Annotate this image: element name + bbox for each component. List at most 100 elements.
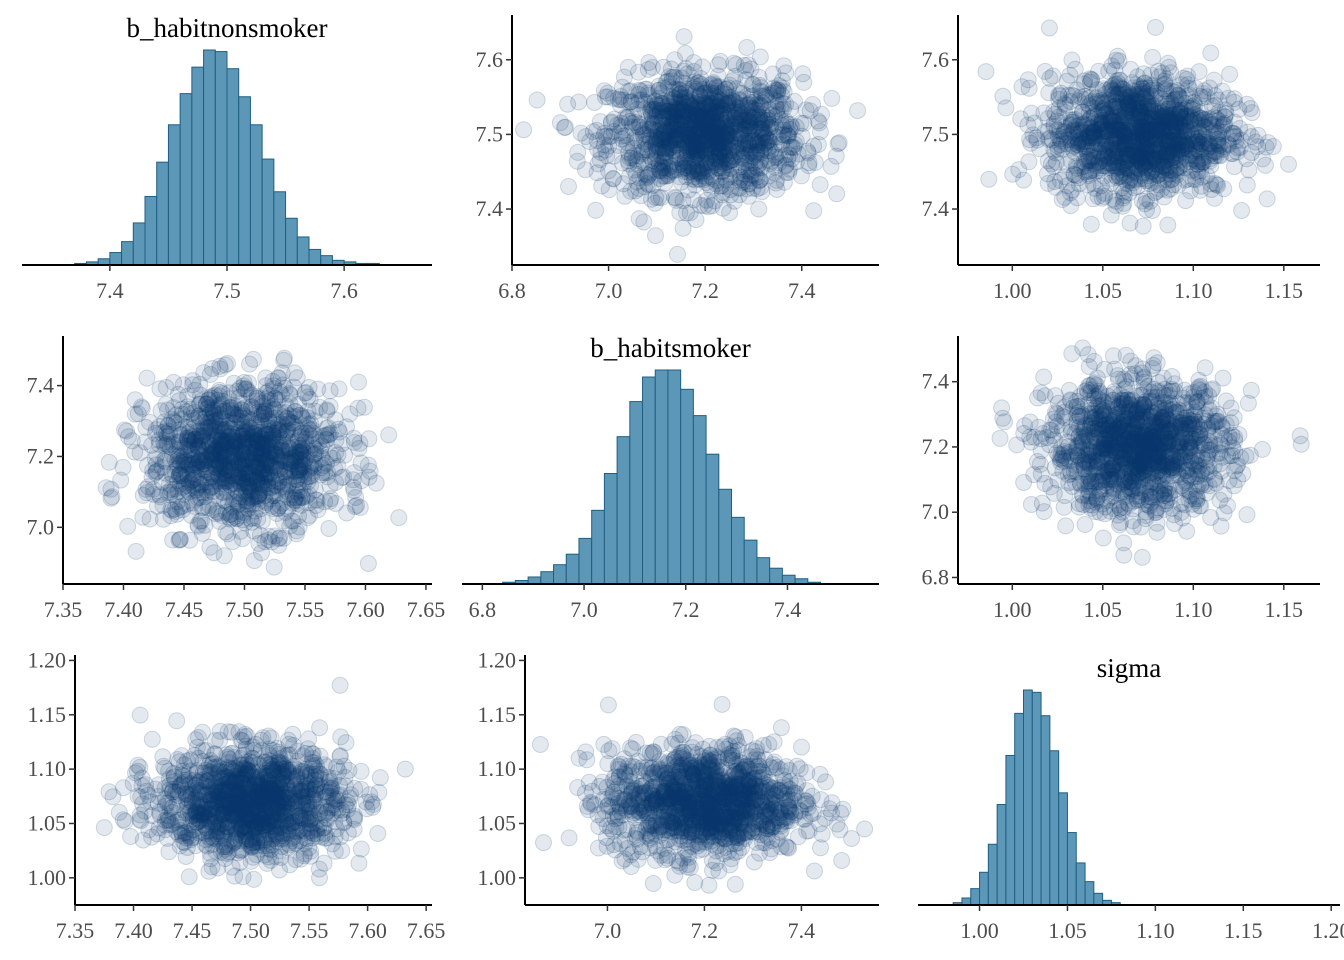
scatter-point xyxy=(733,134,751,152)
scatter-point xyxy=(787,132,805,150)
scatter-point xyxy=(667,107,685,125)
scatter-point xyxy=(1241,100,1259,117)
scatter-point xyxy=(659,102,677,120)
scatter-point xyxy=(1242,128,1260,146)
scatter-point xyxy=(748,105,766,123)
scatter-point xyxy=(1202,44,1220,62)
scatter-point xyxy=(697,154,715,172)
scatter-point xyxy=(652,114,670,132)
scatter-point xyxy=(651,121,669,138)
scatter-point xyxy=(182,506,200,524)
scatter-point xyxy=(682,118,700,135)
x-tick-label: 1.10 xyxy=(1174,278,1213,303)
histogram-bar xyxy=(191,66,205,266)
scatter-point xyxy=(635,213,653,231)
scatter-point xyxy=(710,146,728,164)
scatter-point xyxy=(208,439,226,457)
scatter-point xyxy=(702,76,720,94)
scatter-point xyxy=(244,350,262,368)
scatter-point xyxy=(686,152,704,170)
scatter-point xyxy=(731,186,748,204)
scatter-point xyxy=(706,120,724,137)
scatter-point xyxy=(730,116,748,134)
scatter-point xyxy=(750,99,768,116)
scatter-point xyxy=(1110,52,1128,70)
scatter-point xyxy=(556,118,574,136)
scatter-point xyxy=(646,194,664,212)
scatter-point xyxy=(735,56,753,74)
scatter-point xyxy=(683,163,701,181)
scatter-point xyxy=(290,507,308,525)
scatter-point xyxy=(718,122,735,140)
scatter-point xyxy=(643,190,660,208)
scatter-point xyxy=(380,426,398,444)
histogram-bar xyxy=(629,401,644,585)
scatter-point xyxy=(701,132,719,150)
scatter-point xyxy=(691,98,709,116)
scatter-point xyxy=(735,149,752,167)
scatter-point xyxy=(1082,215,1100,233)
scatter-point xyxy=(691,142,709,160)
scatter-point xyxy=(515,121,533,139)
scatter-point xyxy=(693,100,711,117)
scatter-point xyxy=(1201,152,1219,170)
scatter-point xyxy=(711,155,729,173)
scatter-point xyxy=(809,136,827,153)
scatter-point xyxy=(722,134,740,152)
scatter-point xyxy=(697,132,714,149)
scatter-point xyxy=(709,103,727,121)
scatter-point xyxy=(112,471,130,489)
scatter-point xyxy=(341,405,359,423)
scatter-point xyxy=(686,94,704,112)
scatter-point xyxy=(642,131,660,148)
histogram-bar xyxy=(781,574,796,585)
scatter-point xyxy=(1063,345,1081,363)
scatter-point xyxy=(631,118,648,136)
scatter-point xyxy=(700,84,718,102)
scatter-point xyxy=(1206,87,1224,105)
scatter-point xyxy=(715,138,733,156)
scatter-point xyxy=(1148,523,1166,541)
scatter-point xyxy=(355,398,373,416)
x-tick-label: 1.15 xyxy=(1265,278,1304,303)
scatter-point xyxy=(702,158,720,176)
scatter-point xyxy=(665,120,683,138)
scatter-point xyxy=(823,89,841,107)
scatter-point xyxy=(721,168,739,186)
scatter-point xyxy=(1073,158,1091,176)
scatter-point xyxy=(696,197,714,215)
scatter-point xyxy=(742,122,760,140)
scatter-point xyxy=(751,48,769,66)
scatter-point xyxy=(1035,368,1053,386)
scatter-point xyxy=(598,147,616,165)
scatter-point xyxy=(748,143,766,161)
scatter-point xyxy=(750,155,768,173)
scatter-point xyxy=(344,478,362,496)
scatter-point xyxy=(1233,202,1251,219)
x-tick-label: 7.0 xyxy=(595,278,623,303)
scatter-point xyxy=(708,98,726,116)
scatter-point xyxy=(708,100,726,118)
x-tick-label: 7.2 xyxy=(672,597,700,622)
scatter-point xyxy=(734,97,752,115)
scatter-point xyxy=(718,153,736,171)
scatter-point xyxy=(238,380,255,398)
scatter-point xyxy=(704,106,722,124)
y-tick-label: 7.6 xyxy=(922,47,950,72)
scatter-point xyxy=(710,134,728,152)
scatter-point xyxy=(1040,84,1058,102)
scatter-point xyxy=(700,154,717,171)
scatter-point xyxy=(587,201,605,219)
scatter-point xyxy=(767,82,785,100)
scatter-point xyxy=(665,106,682,124)
scatter-point xyxy=(644,101,662,119)
scatter-point xyxy=(586,94,603,111)
scatter-point xyxy=(780,163,798,181)
scatter-point xyxy=(638,166,656,184)
scatter-point xyxy=(232,522,250,540)
scatter-point xyxy=(1117,346,1135,364)
scatter-point xyxy=(746,146,764,164)
scatter-point xyxy=(151,488,169,506)
histogram-bar xyxy=(692,415,707,585)
